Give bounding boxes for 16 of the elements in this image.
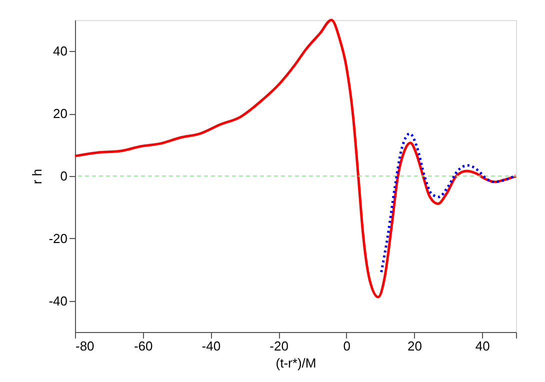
x-tick-label: 0 <box>343 338 350 354</box>
y-tick-label: 20 <box>53 106 68 122</box>
x-axis-title: (t-r*)/M <box>276 356 316 370</box>
x-tick-label: 20 <box>407 338 422 354</box>
x-tick-label: -80 <box>76 338 94 354</box>
x-tick-label: -60 <box>134 338 153 354</box>
y-tick-label: 40 <box>53 44 68 59</box>
x-tick-label: -40 <box>202 338 221 354</box>
y-tick-label: 0 <box>60 168 68 184</box>
line-series <box>380 132 516 274</box>
x-tick-label: 40 <box>475 338 490 354</box>
y-tick-label: -20 <box>48 230 68 246</box>
y-axis-title: r h <box>30 168 45 184</box>
line-series <box>74 18 518 298</box>
y-tick-label: -40 <box>48 293 68 308</box>
x-tick-label: -20 <box>270 338 288 354</box>
